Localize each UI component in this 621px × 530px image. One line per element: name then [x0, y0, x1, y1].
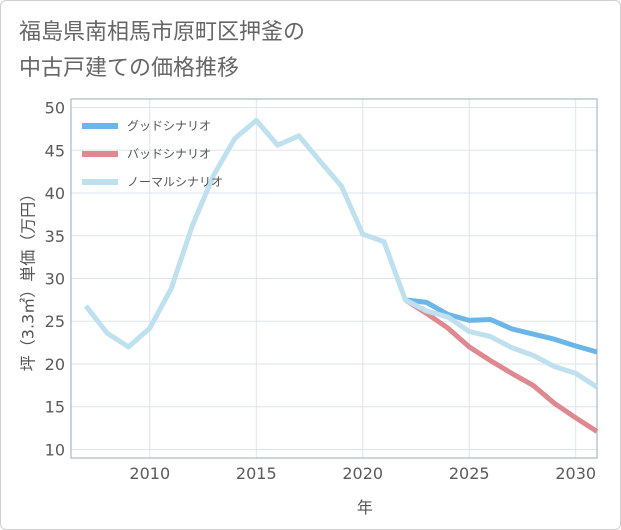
- chart-title-line-2: 中古戸建ての価格推移: [19, 56, 240, 81]
- plot-frame: [70, 98, 598, 459]
- chart-title-line-1: 福島県南相馬市原町区押釜の: [19, 20, 306, 45]
- x-tick-label: 2030: [555, 464, 596, 483]
- y-tick-label: 35: [45, 227, 65, 246]
- grid-lines: [71, 99, 597, 458]
- y-tick-label: 30: [45, 270, 65, 289]
- y-tick-label: 20: [45, 355, 65, 374]
- x-axis-title: 年: [357, 498, 373, 517]
- y-tick-label: 45: [45, 141, 65, 160]
- y-tick-label: 40: [45, 184, 65, 203]
- y-tick-label: 25: [45, 312, 65, 331]
- x-tick-label: 2010: [129, 464, 170, 483]
- legend-label: ノーマルシナリオ: [127, 175, 223, 189]
- y-axis-title: 坪（3.3㎡）単価（万円）: [19, 186, 38, 371]
- chart-title: 福島県南相馬市原町区押釜の 中古戸建ての価格推移: [19, 15, 305, 87]
- y-tick-label: 15: [45, 398, 65, 417]
- x-tick-label: 2015: [236, 464, 277, 483]
- series-line-3: [83, 117, 599, 390]
- y-tick-label: 50: [45, 99, 65, 118]
- y-tick-label: 10: [45, 440, 65, 459]
- series-line-2: [403, 297, 599, 434]
- x-tick-label: 2025: [449, 464, 490, 483]
- legend-label: バッドシナリオ: [127, 147, 211, 161]
- series-line-1: [405, 297, 598, 355]
- series-lines: [83, 117, 599, 434]
- x-tick-label: 2020: [342, 464, 383, 483]
- legend-label: グッドシナリオ: [127, 119, 211, 133]
